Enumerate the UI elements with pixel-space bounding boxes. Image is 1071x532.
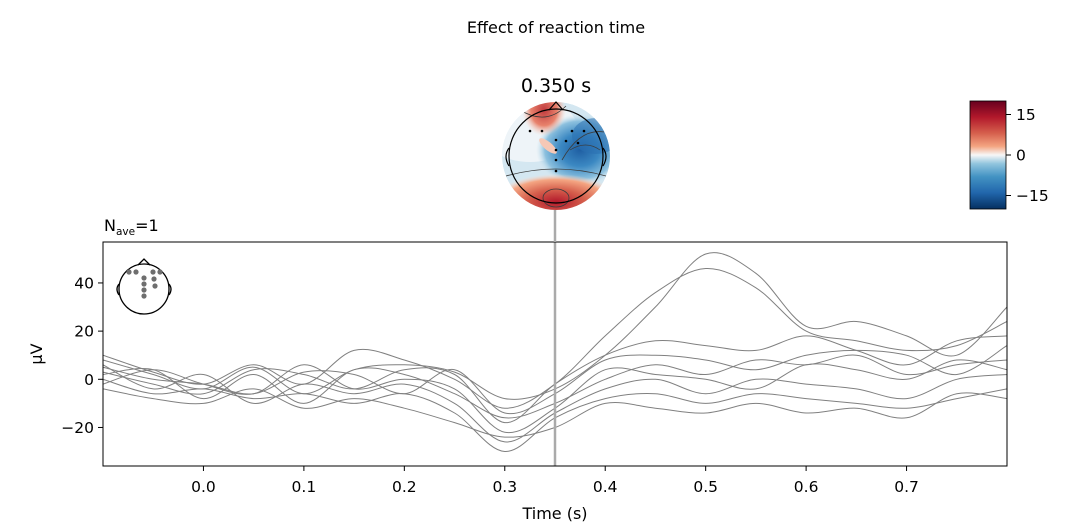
x-tick-label: 0.1 (292, 478, 317, 496)
x-tick-label: 0.3 (492, 478, 517, 496)
x-axis-label: Time (s) (521, 504, 587, 523)
y-axis-label: µV (27, 343, 46, 364)
x-tick-label: 0.4 (593, 478, 618, 496)
colorbar-tick-label: −15 (1016, 187, 1049, 205)
x-tick-label: 0.5 (693, 478, 718, 496)
x-tick-label: 0.6 (794, 478, 819, 496)
colorbar: 15 0 −15 (969, 100, 1049, 210)
y-tick-label: 0 (84, 371, 94, 389)
y-tick-label: 20 (74, 323, 94, 341)
colorbar-tick-label: 15 (1016, 106, 1036, 124)
y-tick-label: −20 (61, 419, 94, 437)
channel-line-5 (103, 354, 1007, 419)
topomap-title: 0.350 s (521, 75, 591, 97)
channel-line-1 (103, 252, 1007, 400)
x-tick-label: 0.7 (894, 478, 919, 496)
y-tick-label: 40 (74, 274, 94, 292)
nave-label: Nave=1 (104, 216, 159, 238)
topomap (502, 101, 610, 210)
evoked-plot: 0.0 0.1 0.2 0.3 0.4 0.5 0.6 0.7 40 20 0 −20 (61, 241, 1008, 496)
x-tick-label: 0.2 (392, 478, 417, 496)
x-tick-label: 0.0 (191, 478, 216, 496)
sensor-inset (116, 258, 172, 315)
colorbar-tick-label: 0 (1016, 147, 1026, 165)
figure-suptitle: Effect of reaction time (467, 18, 645, 37)
